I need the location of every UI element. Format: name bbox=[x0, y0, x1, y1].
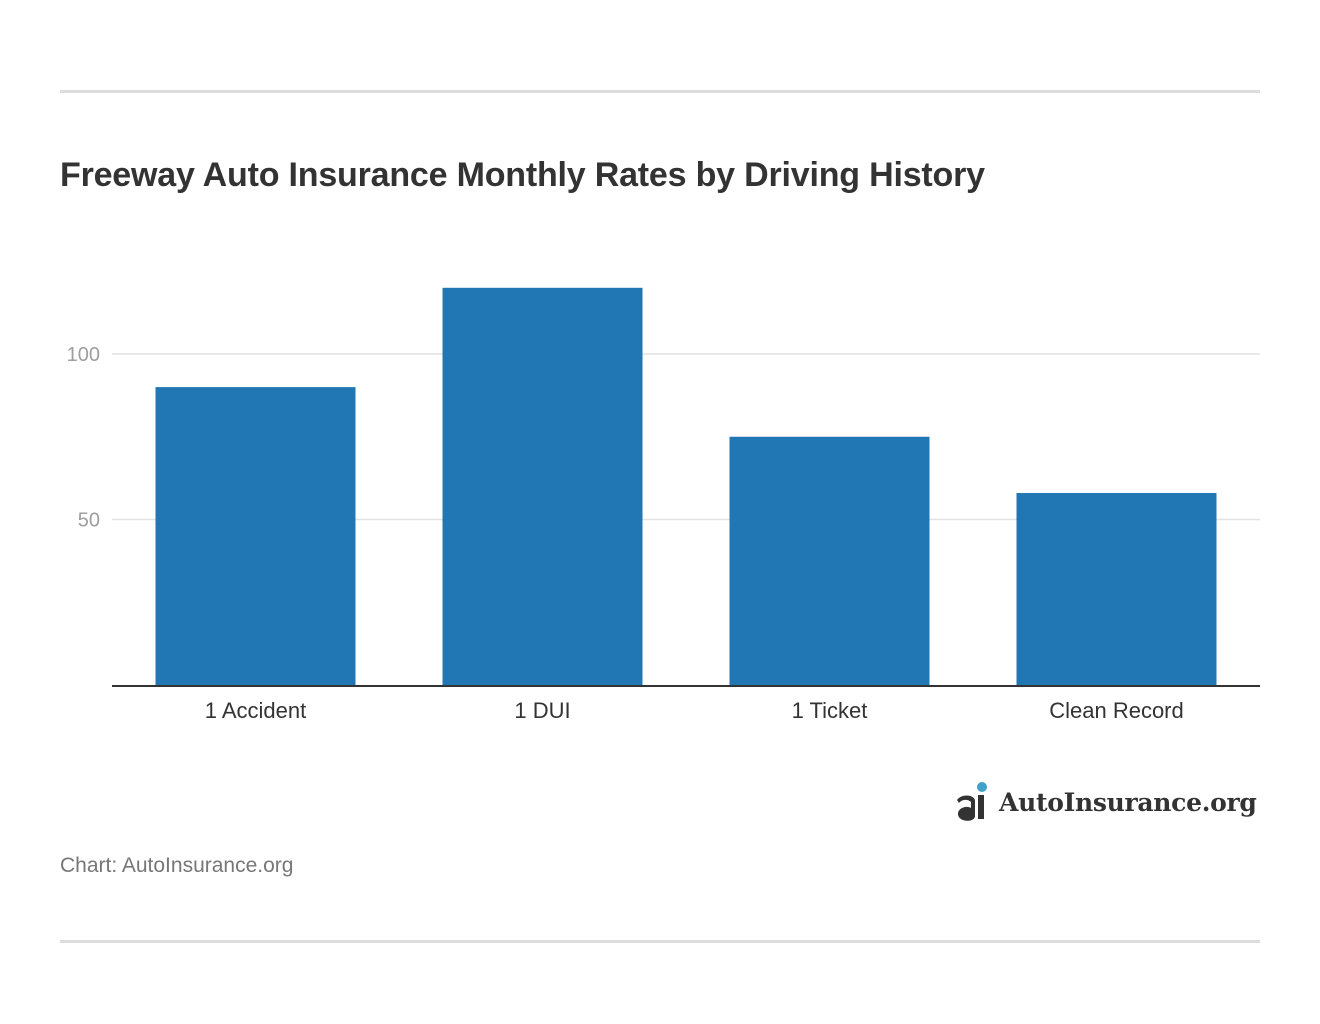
autoinsurance-logo: AutoInsurance.org bbox=[955, 780, 1257, 824]
y-tick-label: 50 bbox=[78, 510, 100, 532]
x-axis-labels: 1 Accident 1 DUI 1 Ticket Clean Record bbox=[205, 698, 1184, 723]
chart-source: Chart: AutoInsurance.org bbox=[60, 854, 294, 877]
bar-1-ticket bbox=[729, 436, 930, 685]
ai-logo-icon bbox=[957, 782, 987, 821]
bars bbox=[155, 287, 1217, 685]
bar-chart: 50 100 1 Accident 1 DUI 1 Ticket Clean Recor… bbox=[67, 287, 1260, 723]
chart-title: Freeway Auto Insurance Monthly Rates by … bbox=[60, 156, 985, 194]
logo-text: AutoInsurance.org bbox=[999, 787, 1257, 817]
top-divider bbox=[60, 90, 1260, 93]
x-tick-label: 1 Ticket bbox=[792, 698, 868, 723]
x-tick-label: 1 DUI bbox=[514, 698, 570, 723]
bottom-divider bbox=[60, 940, 1260, 943]
y-axis-ticks: 50 100 bbox=[67, 344, 100, 532]
bar-clean-record bbox=[1016, 493, 1217, 685]
bar-1-dui bbox=[442, 287, 643, 685]
y-tick-label: 100 bbox=[67, 344, 100, 366]
bar-1-accident bbox=[155, 387, 356, 685]
x-tick-label: Clean Record bbox=[1049, 698, 1184, 723]
x-tick-label: 1 Accident bbox=[205, 698, 307, 723]
